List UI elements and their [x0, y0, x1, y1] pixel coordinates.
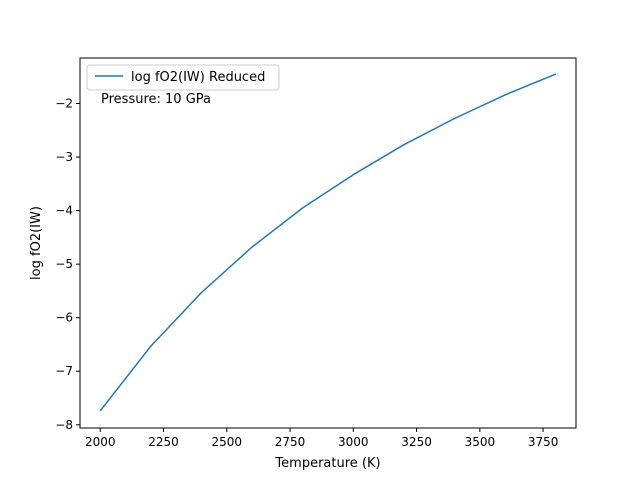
- x-tick-label: 2000: [85, 435, 116, 449]
- x-tick-label: 2250: [148, 435, 179, 449]
- legend-label: log fO2(IW) Reduced: [131, 70, 265, 85]
- x-axis-label: Temperature (K): [274, 456, 380, 471]
- x-tick-label: 3750: [528, 435, 559, 449]
- legend-box: [86, 64, 280, 91]
- x-tick-label: 3250: [401, 435, 432, 449]
- series-line: [99, 73, 557, 412]
- plot-area: [80, 58, 576, 428]
- legend: log fO2(IW) Reduced: [86, 64, 280, 91]
- pressure-annotation: Pressure: 10 GPa: [101, 92, 211, 107]
- y-tick-label: −3: [55, 150, 73, 164]
- y-tick-label: −4: [55, 204, 73, 218]
- axes-frame: [79, 57, 577, 429]
- x-tick-label: 3000: [338, 435, 369, 449]
- y-axis: −8 −7 −6 −5 −4 −3 −2: [55, 97, 80, 432]
- y-tick-label: −2: [55, 97, 73, 111]
- y-axis-label: log fO2(IW): [29, 206, 44, 280]
- y-tick-label: −7: [55, 364, 73, 378]
- y-tick-label: −5: [55, 257, 73, 271]
- series-layer: [99, 73, 557, 412]
- x-tick-label: 2500: [212, 435, 243, 449]
- x-tick-label: 2750: [275, 435, 306, 449]
- x-axis: 2000 2250 2500 2750 3000 3250 3500 3750: [85, 428, 558, 449]
- y-tick-label: −8: [55, 418, 73, 432]
- y-tick-label: −6: [55, 311, 73, 325]
- x-tick-label: 3500: [465, 435, 496, 449]
